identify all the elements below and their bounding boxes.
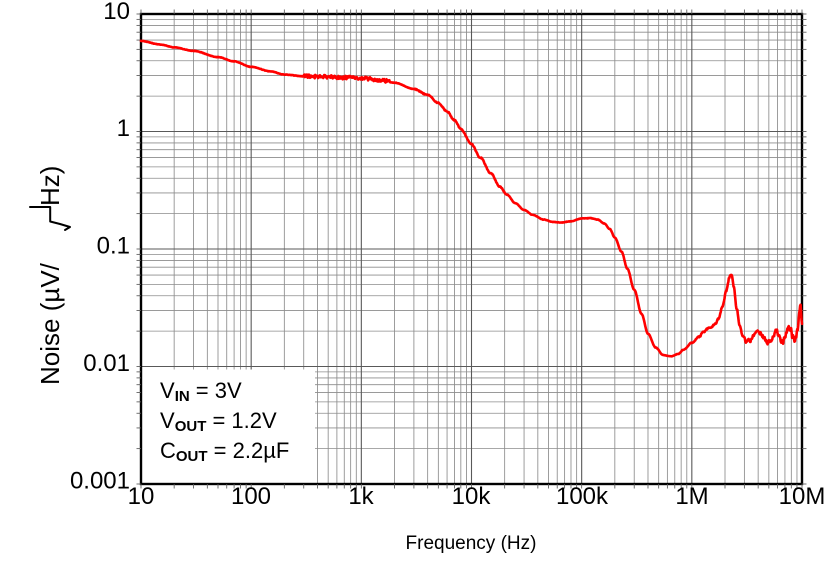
svg-text:Frequency (Hz): Frequency (Hz) bbox=[406, 533, 537, 554]
svg-text:1M: 1M bbox=[675, 483, 708, 510]
svg-text:10k: 10k bbox=[452, 483, 492, 510]
svg-text:VIN = 3V: VIN = 3V bbox=[160, 378, 242, 405]
svg-text:10: 10 bbox=[103, 0, 130, 25]
svg-text:1k: 1k bbox=[348, 483, 374, 510]
svg-text:1: 1 bbox=[117, 115, 130, 142]
svg-text:0.01: 0.01 bbox=[83, 350, 130, 377]
svg-text:10: 10 bbox=[128, 483, 155, 510]
svg-text:Noise (µV/: Noise (µV/ bbox=[35, 262, 65, 385]
svg-text:10M: 10M bbox=[779, 483, 826, 510]
svg-text:0.001: 0.001 bbox=[70, 468, 130, 495]
svg-text:Hz): Hz) bbox=[35, 166, 65, 206]
svg-text:100k: 100k bbox=[556, 483, 609, 510]
svg-text:100: 100 bbox=[231, 483, 271, 510]
svg-text:0.1: 0.1 bbox=[97, 233, 130, 260]
